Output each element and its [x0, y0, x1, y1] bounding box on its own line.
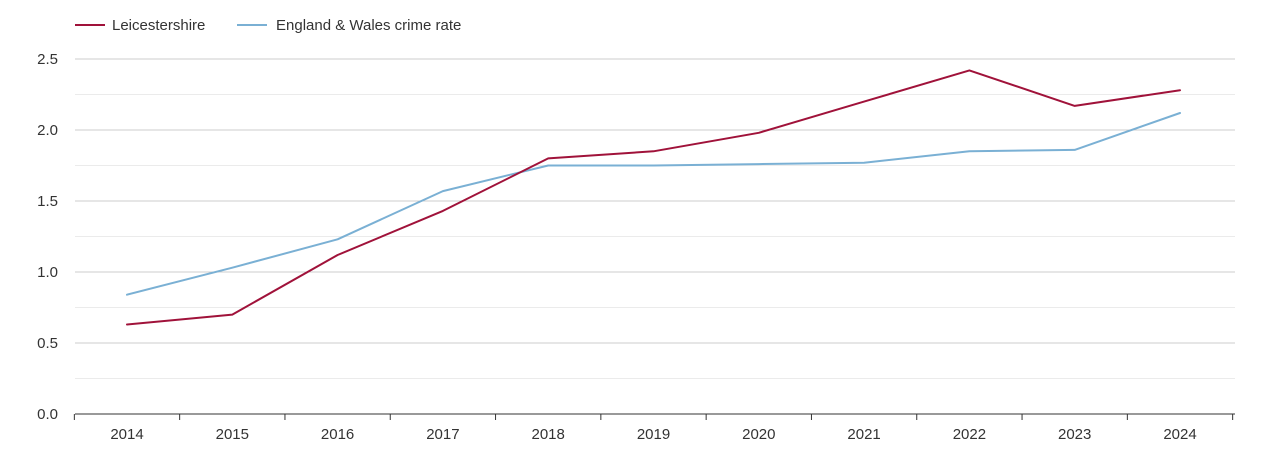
y-tick-label: 0.5 [37, 335, 58, 352]
series-line-1 [126, 112, 1181, 296]
x-axis: 2014 2015 2016 2017 2018 2019 2020 2021 2022 2023… [73, 413, 1235, 443]
x-tick-label: 2021 [847, 426, 880, 443]
x-tick-label: 2018 [532, 426, 565, 443]
y-tick-label: 0.0 [37, 406, 58, 423]
grid-lines [75, 58, 1235, 379]
legend-label: Leicestershire [112, 17, 205, 34]
y-tick-label: 1.0 [37, 264, 58, 281]
x-tick-label: 2023 [1058, 426, 1091, 443]
y-tick-label: 2.0 [37, 122, 58, 139]
y-axis-tick-labels: 0.0 0.5 1.0 1.5 2.0 2.5 [37, 51, 58, 423]
x-tick-label: 2019 [637, 426, 670, 443]
legend: Leicestershire England & Wales crime rate [75, 17, 461, 34]
x-tick-label: 2014 [110, 426, 143, 443]
x-tick-label: 2017 [426, 426, 459, 443]
series-line-0 [126, 69, 1181, 326]
x-tick-label: 2022 [953, 426, 986, 443]
legend-label: England & Wales crime rate [276, 17, 461, 34]
series-lines [126, 69, 1181, 326]
x-tick-label: 2015 [216, 426, 249, 443]
y-tick-label: 1.5 [37, 193, 58, 210]
y-tick-label: 2.5 [37, 51, 58, 68]
x-tick-label: 2020 [742, 426, 775, 443]
x-tick-label: 2016 [321, 426, 354, 443]
x-tick-label: 2024 [1163, 426, 1196, 443]
